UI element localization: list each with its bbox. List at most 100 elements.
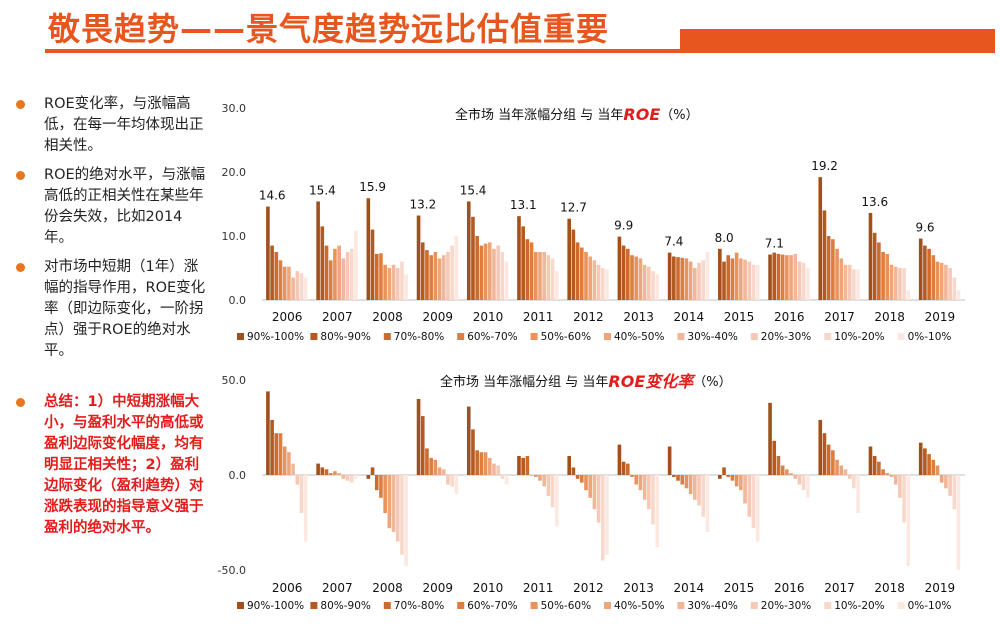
- bar: [651, 475, 655, 525]
- bar: [295, 475, 300, 485]
- bar: [655, 274, 660, 300]
- bar: [450, 475, 454, 487]
- legend-swatch: [897, 602, 905, 609]
- bar: [333, 471, 337, 475]
- legend-label: 50%-60%: [541, 331, 591, 343]
- bar: [492, 463, 496, 475]
- legend-label: 0%-10%: [908, 600, 952, 612]
- bar: [521, 457, 525, 475]
- bar: [575, 242, 580, 300]
- bar: [483, 452, 488, 475]
- data-label: 13.2: [409, 198, 436, 212]
- bullet-dot-icon: [16, 263, 25, 272]
- bar: [542, 475, 546, 487]
- legend-label: 0%-10%: [908, 331, 952, 343]
- bar: [726, 475, 731, 477]
- bar: [504, 475, 509, 485]
- bar: [538, 252, 542, 300]
- bar: [944, 475, 948, 489]
- legend-swatch: [897, 333, 905, 340]
- bar: [906, 290, 911, 300]
- bar: [391, 264, 396, 300]
- bar: [693, 475, 697, 500]
- bar: [270, 419, 274, 475]
- bar: [287, 266, 291, 300]
- bar: [931, 255, 936, 300]
- bar: [826, 444, 831, 475]
- bar: [379, 253, 383, 300]
- bar: [466, 406, 471, 475]
- legend-swatch: [604, 602, 611, 609]
- bar: [818, 177, 823, 300]
- x-tick-label: 2014: [674, 581, 705, 595]
- y-tick-label: 0.0: [229, 294, 247, 307]
- bar: [822, 433, 827, 475]
- bar: [739, 475, 743, 491]
- bar: [299, 475, 304, 513]
- bar: [345, 252, 350, 300]
- bar: [450, 245, 454, 300]
- bar: [852, 475, 856, 489]
- bar: [320, 226, 325, 300]
- bar: [328, 260, 333, 300]
- bar: [370, 229, 375, 300]
- legend-swatch: [310, 602, 318, 609]
- bar: [517, 216, 521, 300]
- bar: [571, 467, 576, 475]
- title-underline: [45, 49, 995, 53]
- bar: [266, 206, 270, 300]
- bar: [295, 271, 300, 300]
- bar: [554, 271, 559, 300]
- bar: [939, 475, 944, 483]
- bar: [755, 264, 760, 300]
- bar: [693, 268, 697, 300]
- bar: [492, 248, 496, 300]
- x-tick-label: 2012: [573, 310, 604, 324]
- bar: [538, 475, 542, 481]
- bar: [588, 256, 592, 300]
- bar: [651, 271, 655, 300]
- y-tick-label: 30.0: [222, 102, 247, 115]
- bar: [471, 216, 475, 300]
- legend-swatch: [530, 602, 538, 609]
- legend-swatch: [383, 602, 391, 609]
- bar: [885, 253, 890, 300]
- bar: [320, 467, 325, 475]
- data-label: 9.6: [915, 221, 934, 235]
- bar: [525, 456, 530, 475]
- bar: [303, 475, 308, 542]
- bar: [684, 258, 689, 300]
- bar: [684, 475, 689, 489]
- bar: [324, 469, 329, 475]
- bar: [852, 269, 856, 300]
- bar: [278, 260, 283, 300]
- bar: [885, 473, 890, 475]
- x-tick-label: 2006: [272, 581, 303, 595]
- bar: [642, 475, 647, 500]
- bar: [533, 475, 538, 477]
- title-accent-bar: [680, 29, 995, 53]
- bullet-item: ROE变化率，与涨幅高低，在每一年均体现出正相关性。: [8, 94, 208, 157]
- bar: [634, 256, 639, 300]
- legend-swatch: [750, 602, 758, 609]
- bar: [626, 248, 630, 300]
- bar: [575, 475, 580, 479]
- bar: [868, 446, 873, 475]
- x-tick-label: 2010: [473, 310, 504, 324]
- data-label: 9.9: [614, 219, 633, 233]
- bar: [785, 469, 789, 475]
- y-tick-label: 50.0: [222, 374, 247, 387]
- chart-title: 全市场 当年涨幅分组 与 当年ROE变化率（%）: [440, 372, 732, 391]
- bar: [730, 258, 735, 300]
- bar: [479, 245, 484, 300]
- bar: [927, 454, 931, 475]
- x-tick-label: 2009: [422, 310, 453, 324]
- x-tick-label: 2019: [925, 581, 956, 595]
- x-tick-label: 2017: [824, 310, 855, 324]
- bar: [776, 456, 781, 475]
- bar: [299, 273, 304, 300]
- bar: [395, 475, 400, 542]
- bar: [475, 450, 479, 475]
- bar: [542, 252, 546, 300]
- bar: [328, 473, 333, 475]
